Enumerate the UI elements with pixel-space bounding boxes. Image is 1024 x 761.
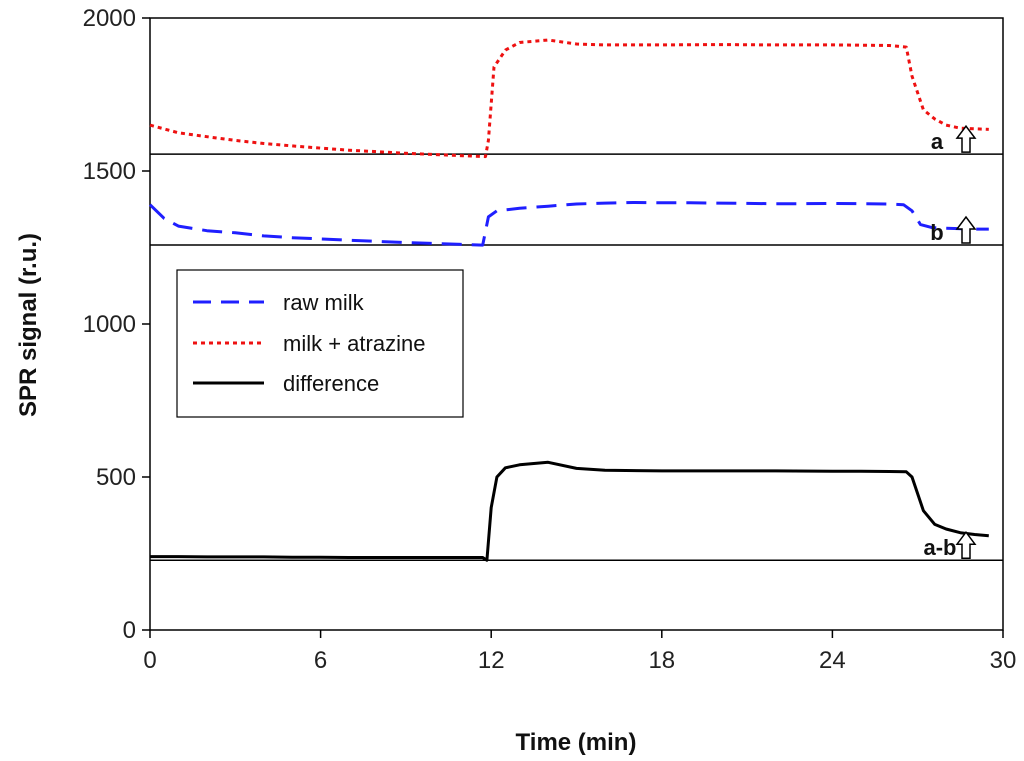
- y-tick-label: 1000: [83, 311, 136, 338]
- x-tick-label: 12: [478, 647, 505, 674]
- up-arrow-icon: [955, 530, 977, 559]
- x-tick-label: 6: [314, 647, 327, 674]
- x-axis-title: Time (min): [516, 729, 637, 756]
- baseline-label-a-b: a-b: [924, 535, 957, 560]
- series-line-milk-atrazine: [149, 38, 989, 159]
- legend-label-milk-atrazine: milk + atrazine: [283, 331, 425, 356]
- series-line-raw-milk: [148, 201, 989, 247]
- baseline-label-a: a: [931, 129, 944, 154]
- baselines: [150, 153, 1003, 561]
- y-axis-title: SPR signal (r.u.): [15, 233, 42, 417]
- y-tick-label: 2000: [83, 5, 136, 32]
- y-tick-label: 1500: [83, 158, 136, 185]
- baseline-label-b: b: [930, 220, 943, 245]
- x-tick-label: 18: [648, 647, 675, 674]
- x-tick-label: 24: [819, 647, 846, 674]
- x-axis-ticks: 0 6 12 18 24 30: [143, 630, 1016, 674]
- series-lines: [148, 38, 989, 562]
- baseline-annotations: a b a-b: [924, 124, 977, 560]
- legend-label-difference: difference: [283, 371, 379, 396]
- legend-box: [176, 269, 464, 418]
- up-arrow-icon: [955, 124, 977, 153]
- up-arrow-icon: [955, 215, 977, 244]
- y-tick-label: 500: [96, 464, 136, 491]
- series-line-difference: [150, 460, 989, 562]
- x-tick-label: 30: [990, 647, 1017, 674]
- legend: raw milk milk + atrazine difference: [176, 269, 464, 418]
- x-tick-label: 0: [143, 647, 156, 674]
- y-tick-label: 0: [123, 617, 136, 644]
- legend-label-raw-milk: raw milk: [283, 290, 365, 315]
- y-axis-ticks: 0 500 1000 1500 2000: [83, 5, 150, 644]
